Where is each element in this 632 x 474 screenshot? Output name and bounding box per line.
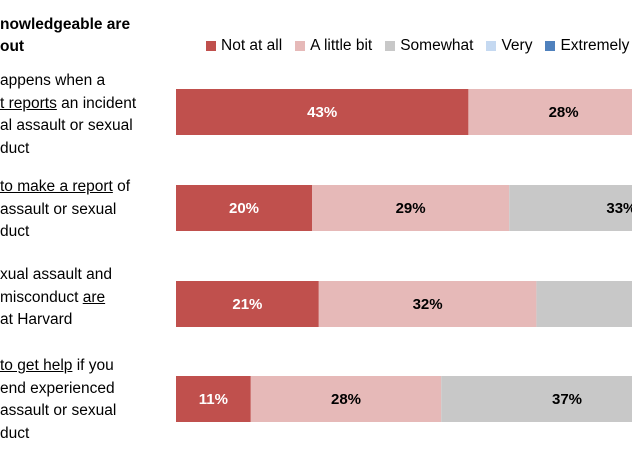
legend-swatch <box>486 41 497 51</box>
bar-segment <box>312 185 510 231</box>
bar-value-label: 37% <box>552 391 582 408</box>
bar-segment <box>176 376 251 422</box>
category-label: to get help if you end experienced assau… <box>0 355 172 445</box>
chart-title: nowledgeable are out <box>0 16 131 55</box>
bar-value-label: 28% <box>331 391 361 408</box>
category-label-text: xual assault and misconduct <box>0 266 113 306</box>
bar-value-label: 20% <box>229 200 259 217</box>
bar-segment <box>176 89 469 135</box>
category-label-text: an incident al assault or sexual duct <box>0 94 137 157</box>
category-label-text: appens when a <box>0 72 106 89</box>
bar-segment <box>536 281 632 327</box>
legend-label: Extremely <box>560 37 630 54</box>
bar-segment <box>441 376 632 422</box>
category-label: appens when a t reports an incident al a… <box>0 70 172 160</box>
category-label-text: at Harvard <box>0 311 73 328</box>
category-label-text: if you end experienced assault or sexual… <box>0 357 117 442</box>
bar-value-label: 33% <box>606 200 632 217</box>
category-label: to make a report of assault or sexual du… <box>0 176 172 244</box>
category-label-emphasis: to get help <box>0 357 73 374</box>
bar-value-label: 21% <box>232 296 262 313</box>
bar-value-label: 43% <box>307 104 337 121</box>
bar-segment <box>250 376 442 422</box>
legend-swatch <box>295 41 306 51</box>
chart-legend: Not at all A little bit Somewhat Very Extrem… <box>206 36 632 56</box>
category-label: xual assault and misconduct are at Harva… <box>0 264 172 332</box>
legend-item: Very <box>486 37 532 55</box>
bar-value-label: 29% <box>396 200 426 217</box>
legend-item: Somewhat <box>385 37 473 55</box>
bar-segment <box>468 89 632 135</box>
category-label-emphasis: are <box>82 288 106 306</box>
bar-value-label: 32% <box>413 296 443 313</box>
bar-segment <box>318 281 537 327</box>
legend-item: Not at all <box>206 37 282 55</box>
legend-label: Not at all <box>221 37 283 54</box>
legend-item: Extremely <box>545 37 629 55</box>
bar-segment <box>509 185 632 231</box>
legend-item: A little bit <box>295 37 372 55</box>
legend-label: A little bit <box>310 37 373 54</box>
bar-value-label: 28% <box>549 104 579 121</box>
legend-swatch <box>385 41 396 51</box>
legend-swatch <box>545 41 556 51</box>
legend-label: Somewhat <box>400 37 474 54</box>
category-label-emphasis: to make a report <box>0 178 113 195</box>
legend-label: Very <box>501 37 533 54</box>
category-label-emphasis: t reports <box>0 94 57 112</box>
bar-segment <box>176 281 319 327</box>
legend-swatch <box>206 41 216 51</box>
category-label-text: of assault or sexual duct <box>0 178 131 240</box>
bar-value-label: 11% <box>199 391 228 408</box>
bar-segment <box>176 185 312 231</box>
